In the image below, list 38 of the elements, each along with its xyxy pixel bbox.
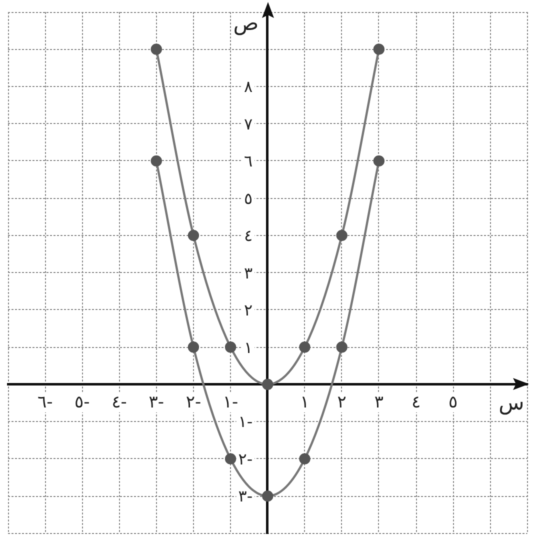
- point: [262, 378, 274, 390]
- x-tick-label: ٢-: [186, 392, 202, 412]
- y-tick-label: ٧: [244, 114, 254, 134]
- y-tick-label: ٥: [244, 188, 253, 208]
- y-tick-label: ٢: [244, 300, 253, 320]
- x-tick-label: ٣: [374, 392, 384, 412]
- point: [224, 342, 236, 353]
- point: [188, 230, 200, 242]
- point: [373, 155, 385, 167]
- point: [188, 342, 200, 353]
- y-tick-label: ٣-: [238, 486, 253, 506]
- y-axis-title: ص: [233, 10, 259, 36]
- x-tick-label: ٤-: [112, 392, 127, 412]
- x-tick-label: ١: [300, 392, 310, 412]
- x-tick-label: ١-: [222, 392, 238, 412]
- y-tick-label: ١: [244, 338, 253, 357]
- y-tick-label: ٢-: [238, 449, 253, 468]
- point: [262, 490, 274, 502]
- y-tick-label: ٦: [244, 152, 253, 171]
- point: [373, 44, 385, 55]
- point: [336, 230, 348, 242]
- x-tick-label: ٣-: [148, 392, 164, 412]
- x-axis-title: س: [498, 390, 524, 416]
- x-tick-label: ٥-: [74, 392, 90, 412]
- point: [299, 453, 310, 464]
- y-tick-label: ٤: [244, 226, 253, 246]
- x-tick-label: ٦-: [37, 392, 53, 412]
- point: [336, 342, 348, 353]
- x-tick-label: ٥: [448, 392, 458, 412]
- y-tick-label: ١-: [238, 412, 253, 432]
- x-tick-label: ٤: [411, 392, 421, 412]
- point: [299, 342, 310, 353]
- y-tick-label: ٣: [244, 263, 254, 282]
- point: [150, 155, 162, 167]
- x-tick-label: ٢: [337, 392, 346, 412]
- point: [150, 44, 162, 55]
- point: [224, 453, 236, 464]
- y-tick-label: ٨: [244, 77, 254, 96]
